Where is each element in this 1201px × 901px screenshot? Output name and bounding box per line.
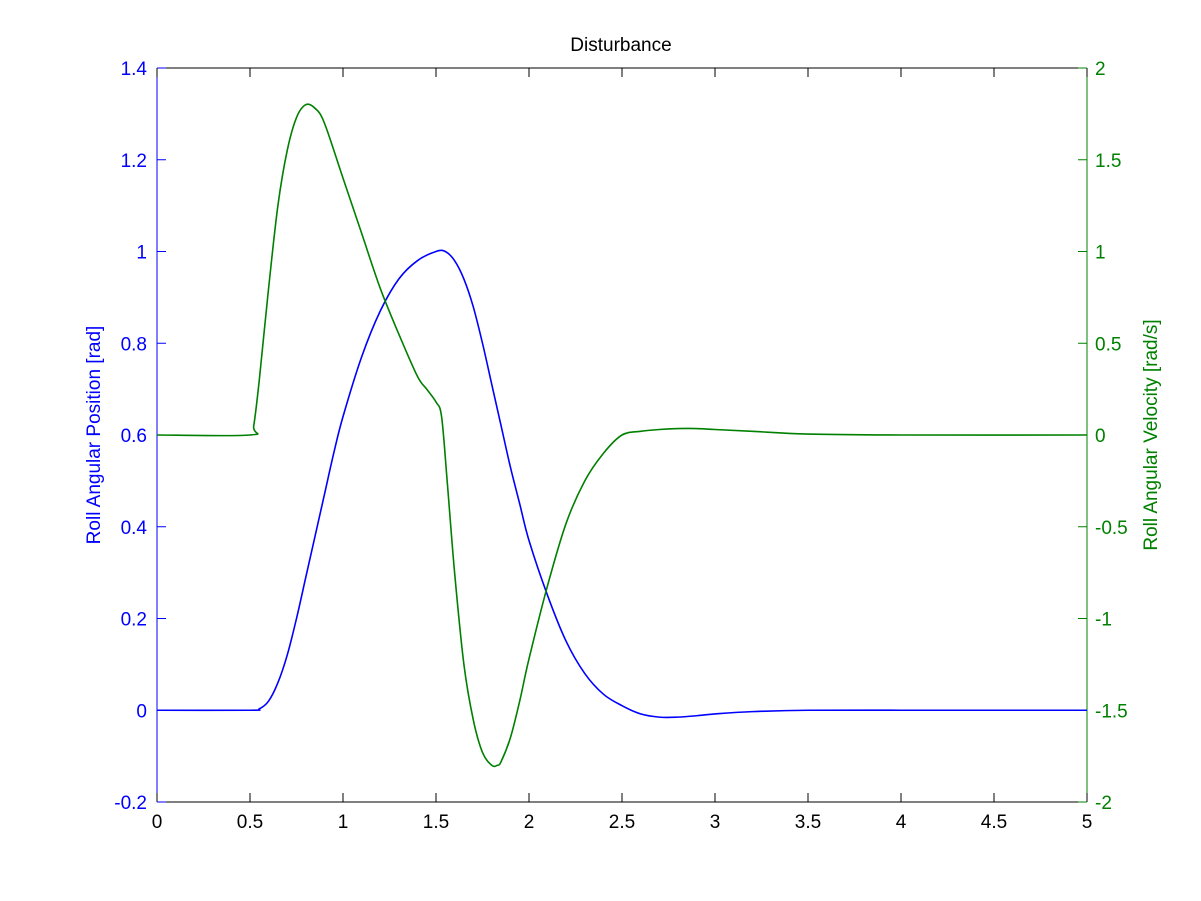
y-left-tick-label: 1.4	[121, 59, 148, 80]
y-right-tick-label: -0.5	[1095, 518, 1128, 539]
y-right-tick-label: 2	[1095, 59, 1106, 80]
y-right-tick-label: 1.5	[1095, 151, 1121, 172]
chart-title: Disturbance	[570, 35, 671, 56]
y-right-tick-label: 0	[1095, 426, 1106, 447]
x-tick-label: 5	[1082, 812, 1093, 833]
y-left-tick-label: 0	[136, 701, 147, 722]
y-right-tick-label: -2	[1095, 793, 1112, 814]
position-series-line	[156, 249, 1087, 719]
x-tick-label: 4.5	[981, 812, 1007, 833]
y-left-tick-label: 1.2	[121, 151, 147, 172]
y-left-tick-label: -0.2	[114, 793, 147, 814]
x-tick-label: 2.5	[609, 812, 635, 833]
y-right-tick-label: -1.5	[1095, 701, 1128, 722]
y-left-tick-label: 0.8	[121, 334, 147, 355]
y-right-tick-label: 0.5	[1095, 334, 1121, 355]
x-tick-label: 3	[710, 812, 721, 833]
y-left-tick-label: 0.2	[121, 610, 147, 631]
y-left-tick-label: 0.6	[121, 426, 147, 447]
x-tick-label: 2	[524, 812, 535, 833]
right-axis-title: Roll Angular Velocity [rad/s]	[1141, 319, 1162, 550]
left-axis-title: Roll Angular Position [rad]	[84, 326, 105, 545]
y-left-tick-label: 0.4	[121, 518, 148, 539]
y-right-tick-label: 1	[1095, 243, 1106, 264]
x-tick-label: 0	[152, 812, 163, 833]
x-tick-label: 1.5	[423, 812, 449, 833]
x-tick-label: 3.5	[795, 812, 821, 833]
x-tick-label: 4	[896, 812, 907, 833]
x-tick-label: 1	[338, 812, 349, 833]
y-left-tick-label: 1	[136, 243, 147, 264]
y-right-tick-label: -1	[1095, 610, 1112, 631]
velocity-series-line	[156, 103, 1088, 768]
x-tick-label: 0.5	[237, 812, 263, 833]
